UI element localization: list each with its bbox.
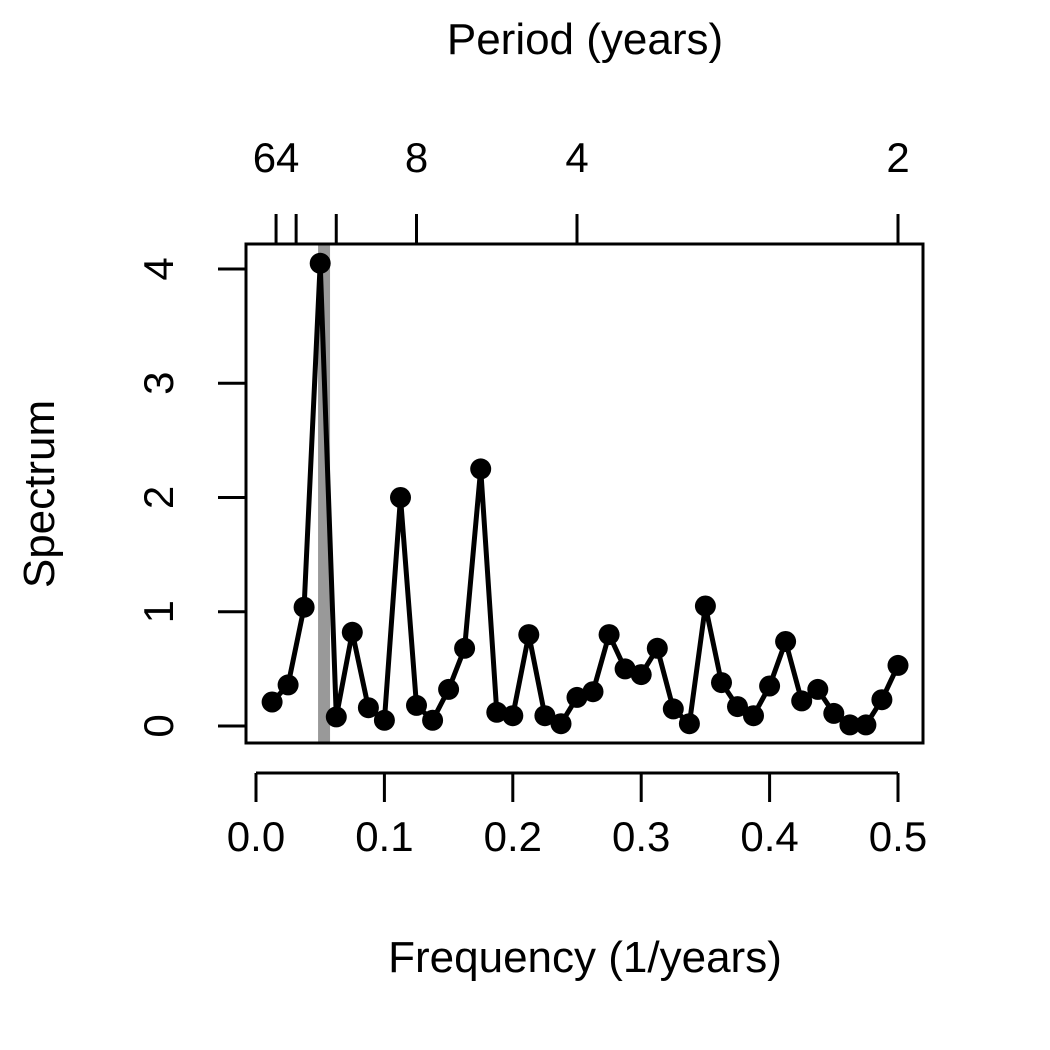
data-point [887,654,909,676]
data-point [502,705,524,727]
x-tick-label: 0.5 [869,813,927,860]
data-point [261,691,283,713]
x-tick-label: 0.3 [612,813,670,860]
data-point [791,690,813,712]
data-point [566,686,588,708]
data-point [550,713,572,735]
x-axis: 0.0 0.1 0.2 0.3 0.4 0.5 [227,771,927,860]
data-point [614,658,636,680]
x-tick-label: 0.0 [227,813,285,860]
data-point [518,624,540,646]
y-axis: 0 1 2 3 4 [135,257,248,738]
data-point [582,681,604,703]
y-tick-label: 1 [135,600,182,623]
data-point [309,252,331,274]
data-point [807,678,829,700]
top-period-axis: 64 8 4 2 [253,134,910,244]
top-tick-label: 64 [253,134,300,181]
x-tick-label: 0.2 [484,813,542,860]
data-point [470,458,492,480]
x-tick-label: 0.4 [740,813,798,860]
data-point [390,487,411,508]
y-tick-label: 2 [135,486,182,509]
top-tick-label: 8 [405,134,428,181]
data-point [823,702,845,724]
data-point [277,674,299,696]
data-point [727,696,748,718]
data-point [694,595,716,617]
y-tick-label: 0 [135,714,182,737]
highlight-band [318,244,331,743]
data-point [871,689,893,711]
data-point [406,694,427,716]
top-axis-title: Period (years) [447,15,723,64]
data-point [373,709,395,731]
data-point [534,705,556,727]
data-point [759,675,781,697]
data-point [646,637,668,659]
y-tick-label: 3 [135,372,182,395]
data-point [438,678,460,700]
data-point [855,714,877,736]
data-point [486,701,508,723]
highlight-band-layer [318,244,331,743]
data-point [711,672,732,694]
data-point [598,624,620,646]
top-tick-label: 4 [565,134,588,181]
data-point [325,706,347,728]
y-axis-title: Spectrum [15,400,64,588]
data-point [743,705,764,727]
data-point [678,713,700,735]
data-point [357,697,379,719]
series-line [270,260,901,728]
y-tick-label: 4 [135,257,182,280]
data-point [662,698,684,720]
top-tick-label: 2 [886,134,909,181]
series-layer [261,252,909,736]
data-point [293,596,315,618]
x-axis-title: Frequency (1/years) [388,933,782,982]
data-point [775,631,797,652]
data-point [341,621,363,643]
data-point [839,714,861,736]
data-point [422,709,444,731]
data-point [454,637,476,659]
data-point [630,664,652,686]
x-tick-label: 0.1 [355,813,413,860]
